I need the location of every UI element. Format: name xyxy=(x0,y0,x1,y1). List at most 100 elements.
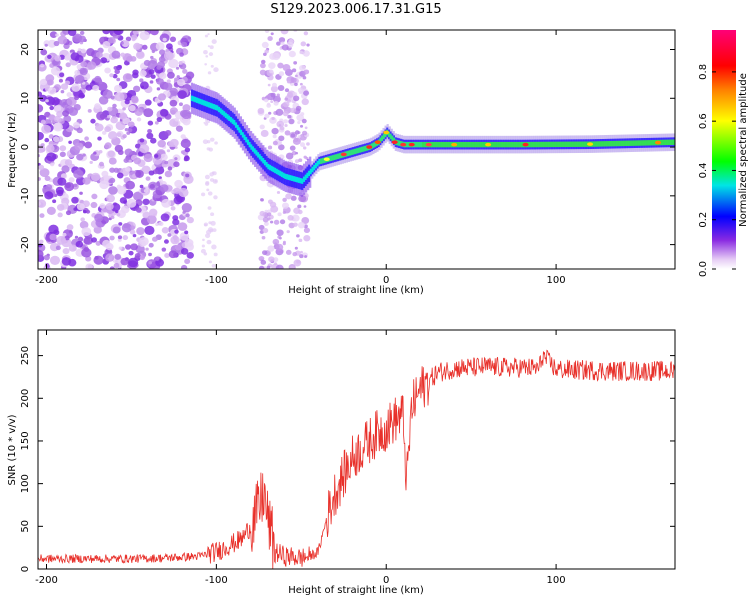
spectrogram-ridge-core xyxy=(459,141,462,148)
spectrogram-speckle xyxy=(270,85,278,93)
spectrogram-speckle xyxy=(292,251,298,257)
spectrogram-speckle xyxy=(38,164,45,171)
spectrogram-ridge-core xyxy=(668,139,671,146)
spectrogram-speckle xyxy=(284,130,291,136)
spectrogram-speckle xyxy=(262,228,269,234)
spectrogram-ridge-core xyxy=(321,158,324,164)
spectrogram-ridge-core xyxy=(216,105,219,111)
spectrogram-speckle xyxy=(62,247,70,255)
spectrogram-speckle xyxy=(64,181,75,192)
spectrogram-speckle xyxy=(268,62,276,70)
spectrogram-ridge-core xyxy=(335,154,338,160)
snr-y-tick-label: 100 xyxy=(20,474,31,493)
spectrogram-ridge-core xyxy=(258,154,261,160)
spectrogram-ridge-core xyxy=(620,140,623,147)
spectrogram-speckle xyxy=(109,266,115,269)
spectrogram-speckle xyxy=(85,209,91,214)
spectrogram-speckle xyxy=(277,62,284,69)
spectrogram-speckle xyxy=(264,98,269,103)
spectrogram-speckle xyxy=(299,124,304,128)
spectrogram-speckle xyxy=(65,210,72,216)
spectrogram-speckle xyxy=(273,262,278,266)
spectrogram-speckle xyxy=(160,184,169,192)
spectrogram-speckle xyxy=(276,93,280,97)
spectrogram-speckle xyxy=(73,183,78,187)
spectrogram-speckle xyxy=(183,155,190,162)
spectrogram-ridge-core xyxy=(445,141,448,148)
spectrogram-speckle xyxy=(170,235,180,245)
spectrogram-speckle xyxy=(104,126,111,133)
spectrogram-speckle xyxy=(264,49,269,54)
spectrogram-speckle xyxy=(149,80,154,84)
spectrogram-speckle xyxy=(178,61,183,65)
spectrogram-ridge-core xyxy=(544,141,547,148)
spectrogram-speckle xyxy=(120,257,129,266)
spectrogram-speckle xyxy=(109,167,116,173)
spectrogram-speckle xyxy=(270,100,274,104)
spectrogram-speckle xyxy=(107,131,118,140)
spectrogram-speckle xyxy=(113,263,120,269)
spectrogram-speckle xyxy=(156,65,162,70)
spectrogram-speckle xyxy=(201,244,205,248)
spectrogram-speckle xyxy=(68,107,79,116)
spectrogram-speckle xyxy=(94,103,101,110)
colorbar-tick-label: 0.8 xyxy=(698,64,709,80)
spectrogram-ridge-core xyxy=(530,141,533,148)
spectrogram-ridge-core xyxy=(438,141,441,148)
spectrogram-speckle xyxy=(267,217,271,221)
spectrogram-speckle xyxy=(209,172,214,177)
spectrogram-speckle xyxy=(64,80,71,86)
spectrogram-speckle xyxy=(133,191,144,201)
spectrogram-speckle xyxy=(151,50,156,54)
spectrogram-speckle xyxy=(169,99,178,107)
spectrogram-ridge-core xyxy=(381,135,384,141)
spectrogram-speckle xyxy=(117,149,124,156)
spectrogram-y-tick-label: -10 xyxy=(20,188,31,204)
spectrogram-speckle xyxy=(71,196,79,204)
spectrogram-speckle xyxy=(38,131,44,141)
spectrogram-speckle xyxy=(282,197,287,202)
spectrogram-speckle xyxy=(108,179,113,184)
spectrogram-speckle xyxy=(60,173,68,179)
spectrogram-speckle xyxy=(90,201,98,209)
spectrogram-speckle xyxy=(118,222,123,226)
spectrogram-speckle xyxy=(124,99,130,105)
spectrogram-ridge-core xyxy=(642,140,645,146)
spectrogram-speckle xyxy=(282,63,291,72)
spectrogram-speckle xyxy=(160,153,168,161)
spectrogram-ridge-core xyxy=(581,141,584,147)
spectrogram-speckle xyxy=(282,210,287,214)
spectrogram-ridge-core xyxy=(331,155,334,161)
spectrogram-y-axis-label: Frequency (Hz) xyxy=(7,112,18,188)
spectrogram-ridge-core xyxy=(398,140,401,146)
spectrogram-speckle xyxy=(277,84,285,92)
spectrogram-ridge-core xyxy=(435,141,438,148)
spectrogram-speckle xyxy=(79,30,85,35)
spectrogram-ridge-core xyxy=(197,98,200,104)
spectrogram-speckle xyxy=(148,69,155,75)
spectrogram-speckle xyxy=(267,102,271,106)
spectrogram-speckle xyxy=(124,127,129,132)
spectrogram-speckle xyxy=(127,128,133,133)
spectrogram-speckle xyxy=(43,254,50,261)
spectrogram-speckle xyxy=(299,142,306,147)
spectrogram-frame xyxy=(37,29,676,270)
spectrogram-y-tick-label: 10 xyxy=(20,92,31,105)
spectrogram-speckle xyxy=(177,90,187,99)
spectrogram-ridge-core xyxy=(265,161,268,168)
spectrogram-speckle xyxy=(204,63,207,66)
spectrogram-speckle xyxy=(163,51,174,61)
spectrogram-speckle xyxy=(53,40,60,47)
spectrogram-speckle xyxy=(164,253,170,259)
spectrogram-speckle xyxy=(62,110,70,117)
spectrogram-hotspot xyxy=(587,142,594,146)
spectrogram-speckle xyxy=(47,39,57,48)
spectrogram-speckle xyxy=(259,62,266,69)
spectrogram-speckle xyxy=(207,71,212,75)
spectrogram-ridge-core xyxy=(284,173,287,180)
spectrogram-speckle xyxy=(207,33,210,36)
spectrogram-speckle xyxy=(207,191,213,196)
spectrogram-speckle xyxy=(182,69,188,74)
spectrogram-speckle xyxy=(297,221,306,229)
